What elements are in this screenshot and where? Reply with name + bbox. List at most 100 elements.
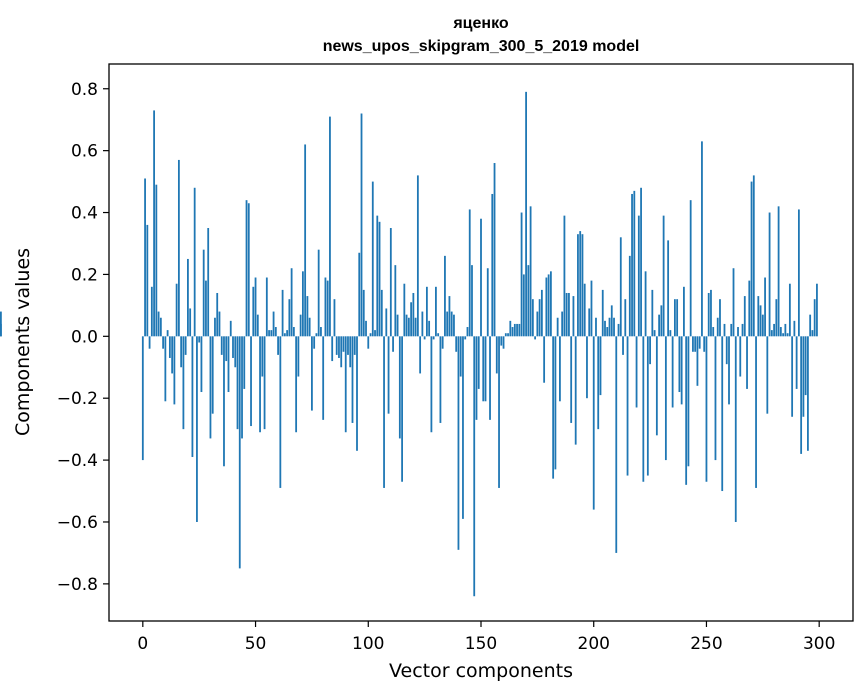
bar [405, 314, 408, 337]
bar [311, 336, 313, 411]
bar [432, 336, 435, 340]
bar [779, 327, 782, 337]
bar [750, 181, 753, 337]
bar [719, 299, 721, 337]
bar [640, 187, 642, 337]
x-tick-label: 150 [465, 634, 497, 654]
bar [407, 317, 410, 337]
y-tick-label: −0.6 [57, 513, 98, 533]
bar [651, 289, 654, 337]
bar [166, 330, 169, 337]
bar [331, 336, 334, 362]
bar [642, 336, 645, 482]
bar [344, 336, 347, 433]
bar [207, 228, 210, 337]
bar [358, 252, 361, 337]
bar [773, 323, 775, 337]
bar [660, 305, 663, 337]
bar [324, 277, 327, 337]
bar [428, 320, 431, 337]
bar [500, 336, 503, 346]
bar [353, 336, 356, 355]
bar [290, 268, 293, 337]
bar [247, 203, 250, 337]
bar [561, 311, 564, 337]
bar [308, 317, 311, 337]
bar [552, 336, 555, 479]
bar [159, 317, 162, 337]
bar [376, 215, 379, 337]
bar [153, 110, 155, 337]
bar [734, 336, 737, 522]
bar [182, 336, 185, 430]
bar [545, 277, 548, 337]
bar [599, 336, 602, 396]
bar [444, 255, 446, 337]
bar [631, 193, 633, 337]
bar [371, 181, 374, 337]
bar [227, 336, 230, 393]
bar [534, 336, 537, 340]
bar [288, 299, 291, 337]
bar [171, 336, 174, 374]
bar [141, 336, 144, 461]
bar [299, 314, 302, 337]
y-tick-label: 0.2 [71, 265, 98, 285]
bar [410, 302, 413, 337]
bar [608, 317, 611, 337]
bar [238, 336, 241, 569]
bar [475, 336, 478, 420]
bar [696, 336, 699, 386]
bar [286, 330, 289, 337]
bar [367, 336, 370, 349]
plot-frame [108, 63, 854, 622]
bar [649, 336, 651, 365]
bar [714, 336, 717, 461]
bar [775, 299, 778, 337]
chart-subtitle: news_upos_skipgram_300_5_2019 model [323, 38, 640, 55]
bar [446, 311, 449, 337]
bar [250, 336, 252, 427]
bar [439, 336, 442, 423]
bar [678, 336, 681, 393]
bar [164, 336, 167, 402]
bar [175, 283, 178, 337]
bar [450, 311, 453, 337]
bar [365, 320, 367, 337]
bar [655, 336, 658, 436]
bar [193, 187, 196, 337]
bar [723, 323, 726, 337]
bar [401, 336, 403, 482]
x-tick-label: 300 [803, 634, 835, 654]
bar [265, 277, 268, 337]
bar [362, 289, 365, 337]
bar [797, 209, 800, 337]
bar [613, 317, 615, 337]
bar [502, 336, 505, 349]
bar [570, 336, 573, 423]
bar [725, 336, 728, 365]
bars-group [0, 91, 818, 597]
x-tick-label: 0 [137, 634, 148, 654]
bar [732, 268, 735, 337]
bar [788, 283, 791, 337]
bar [489, 336, 491, 420]
bar [579, 231, 582, 337]
bar [547, 274, 550, 337]
bar [157, 311, 160, 337]
bar [146, 224, 149, 337]
bar [220, 336, 223, 355]
bar [531, 299, 534, 337]
bar [329, 116, 331, 337]
bar [295, 336, 298, 433]
bar [730, 323, 733, 337]
bar [764, 277, 766, 337]
bar [150, 286, 153, 337]
bar [597, 336, 600, 430]
bar [804, 336, 807, 396]
x-ticks: 0 50 100 150 200 250 300 [137, 621, 835, 654]
bar [198, 336, 201, 343]
bar [335, 336, 338, 355]
